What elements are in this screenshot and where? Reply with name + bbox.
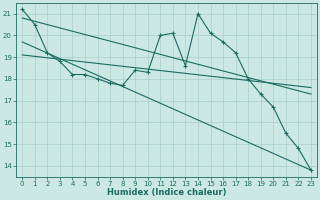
X-axis label: Humidex (Indice chaleur): Humidex (Indice chaleur): [107, 188, 226, 197]
